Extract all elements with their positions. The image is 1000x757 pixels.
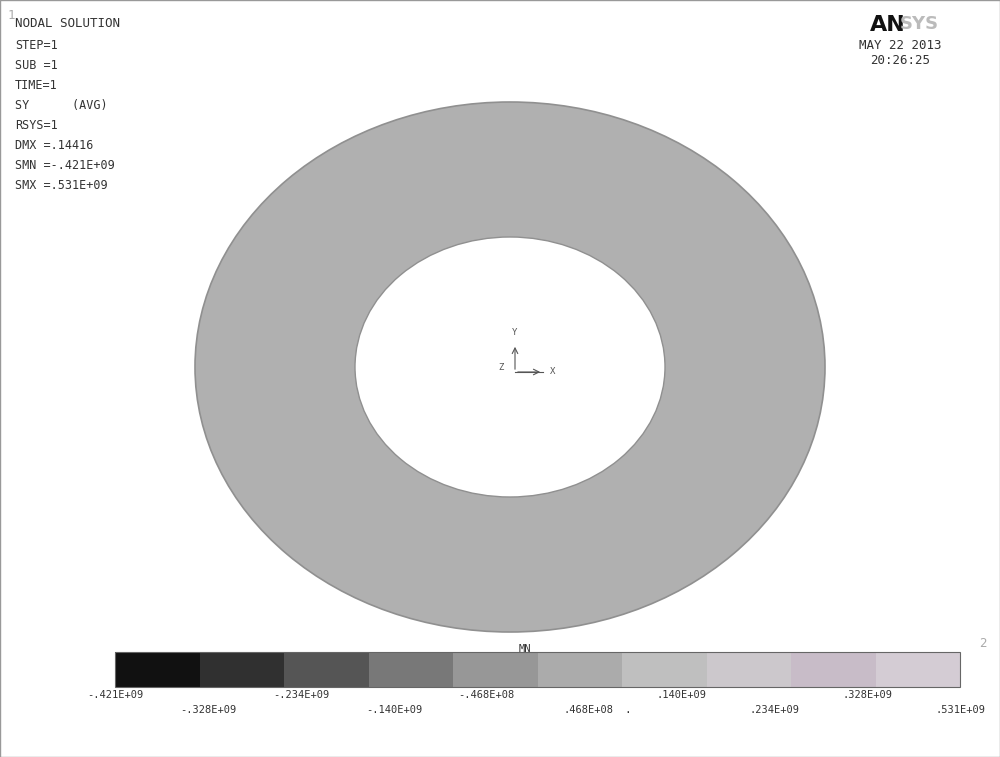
Bar — [876, 652, 960, 687]
Bar — [706, 652, 791, 687]
Text: SMX =.531E+09: SMX =.531E+09 — [15, 179, 108, 192]
Text: SUB =1: SUB =1 — [15, 59, 58, 72]
Bar — [200, 652, 284, 687]
Text: 1: 1 — [8, 9, 16, 22]
Bar — [368, 652, 453, 687]
Bar — [791, 652, 876, 687]
Bar — [115, 652, 200, 687]
Text: -.328E+09: -.328E+09 — [180, 705, 236, 715]
Bar — [115, 652, 960, 687]
Bar — [284, 652, 368, 687]
Text: STEP=1: STEP=1 — [15, 39, 58, 52]
Ellipse shape — [195, 102, 825, 632]
Text: NODAL SOLUTION: NODAL SOLUTION — [15, 17, 120, 30]
Text: 2: 2 — [980, 637, 987, 650]
Text: DMX =.14416: DMX =.14416 — [15, 139, 93, 152]
Text: SY      (AVG): SY (AVG) — [15, 99, 108, 112]
Text: -.234E+09: -.234E+09 — [273, 690, 329, 700]
Text: X: X — [550, 367, 555, 376]
Text: MN: MN — [519, 644, 531, 654]
Text: RSYS=1: RSYS=1 — [15, 119, 58, 132]
Text: .140E+09: .140E+09 — [656, 690, 706, 700]
Text: -.468E+08: -.468E+08 — [459, 690, 515, 700]
Text: .234E+09: .234E+09 — [749, 705, 799, 715]
Text: -.140E+09: -.140E+09 — [366, 705, 422, 715]
Ellipse shape — [355, 237, 665, 497]
Text: .: . — [625, 705, 632, 715]
Text: .468E+08: .468E+08 — [563, 705, 613, 715]
Text: Y: Y — [512, 328, 518, 337]
Bar — [538, 652, 622, 687]
Text: SMN =-.421E+09: SMN =-.421E+09 — [15, 159, 115, 172]
Text: MAY 22 2013: MAY 22 2013 — [859, 39, 941, 52]
Text: Z: Z — [498, 363, 504, 372]
Text: -.421E+09: -.421E+09 — [87, 690, 143, 700]
Text: 20:26:25: 20:26:25 — [870, 54, 930, 67]
Bar — [453, 652, 538, 687]
Text: AN: AN — [870, 15, 906, 35]
Text: .531E+09: .531E+09 — [935, 705, 985, 715]
Bar — [622, 652, 706, 687]
Text: TIME=1: TIME=1 — [15, 79, 58, 92]
Text: .328E+09: .328E+09 — [842, 690, 892, 700]
Text: SYS: SYS — [900, 15, 939, 33]
